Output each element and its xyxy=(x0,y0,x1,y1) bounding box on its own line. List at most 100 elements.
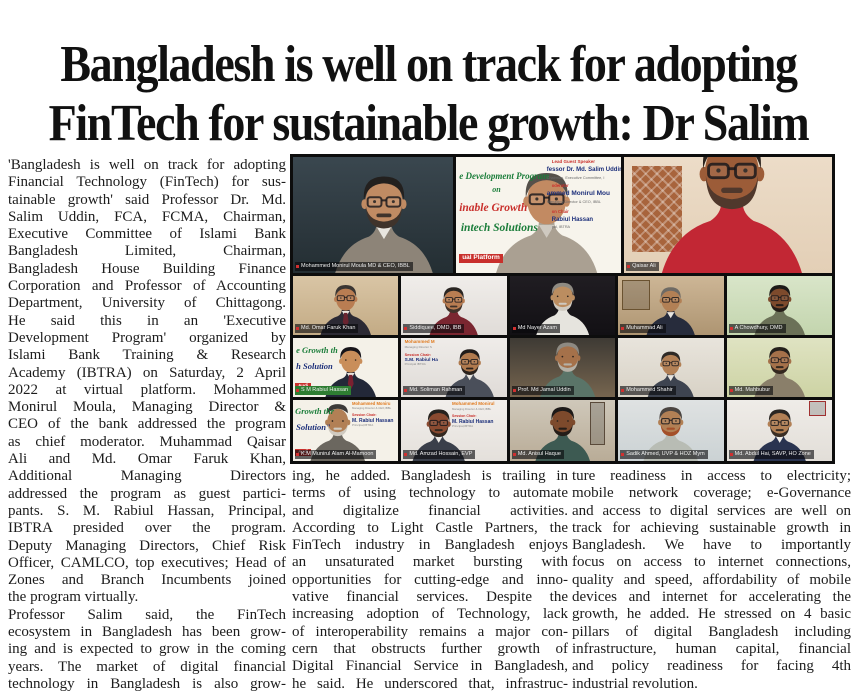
participant-name-label: Md. Abdul Hai, SAVP, HO Zone xyxy=(728,450,814,459)
article-line: Deputy Managing Directors, Chief Risk xyxy=(8,537,286,554)
article-line: Islami Bank Training & Research xyxy=(8,347,286,364)
photo-banner-text: Growth thr xyxy=(295,406,335,417)
article-line: growth, he added. He stressed on 4 basic xyxy=(572,606,851,623)
article-line: 'Bangladesh is well on track for adoptin… xyxy=(8,157,286,173)
participant-name-label: Siddiquee, DMD, IBB xyxy=(403,324,465,333)
photo-banner-text: Managing Director & CEO, IBBL xyxy=(546,199,602,204)
article-line: Officer, CAMLCO, top executives; Head of xyxy=(8,554,286,571)
tile-green-room: A Chowdhury, DMD xyxy=(726,276,833,335)
article-line: an unsaturated market bursting with xyxy=(292,554,568,571)
photo-banner-text: h Solution xyxy=(296,360,333,371)
photo-banner-text: on xyxy=(492,185,501,194)
participant-name-label: Md Nayer Azam xyxy=(511,324,560,333)
tile-white-beard-car: Md Nayer Azam xyxy=(509,276,616,335)
participant-name-label: Md. Amzad Hossain, EVP xyxy=(403,450,476,459)
tile-omar-faruk: Md. Omar Faruk Khan xyxy=(293,276,399,335)
photo-banner-text: Session Chair: xyxy=(452,413,477,418)
photo-banner-text: Principal,IBTRA xyxy=(452,424,474,428)
photo-banner-text: Mohammed M xyxy=(404,339,435,345)
article-line: terms of using technology to automate xyxy=(292,485,568,502)
article-line: focus on access to internet connections, xyxy=(572,554,851,571)
photo-row: Md. Omar Faruk Khan Siddiquee, DMD, IBB M… xyxy=(293,276,833,335)
person-avatar xyxy=(335,176,433,273)
article-line: addressed the program as guest partici- xyxy=(8,485,286,502)
photo-banner-text: Rabiul Hassan xyxy=(551,217,594,224)
article-line: ture readiness in access to electricity; xyxy=(572,468,851,484)
article-line: 2022 at virtual platform. Mohammed xyxy=(8,381,286,398)
tile-navy-vest: Md. Abdul Hai, SAVP, HO Zone xyxy=(726,400,833,461)
person-avatar xyxy=(647,351,694,397)
headline-line-2: FinTech for sustainable growth: Dr Salim xyxy=(48,92,810,152)
lattice-decoration xyxy=(632,166,683,253)
photo-banner-text: Audi xyxy=(295,382,312,390)
tile-banner-speaker: e Growth th h Solution Audi S M Rabiul Hass… xyxy=(293,338,399,397)
participant-name-label: S M Rabiul Hassan xyxy=(295,386,352,395)
article-line: technology in Bangladesh is also grow- xyxy=(8,675,286,692)
article-line: Bangladesh. We have to importantly xyxy=(572,537,851,554)
article-line: Professor Salim said, the FinTech xyxy=(8,606,286,623)
participant-name-label: K.M Munirul Alam Al-Mamoon xyxy=(295,450,377,459)
article-line: Financial Technology (FinTech) for sus- xyxy=(8,174,286,191)
article-line: industrial revolution. xyxy=(572,675,698,692)
photo-banner-text: on Chair xyxy=(551,209,569,215)
article-line: increasing adoption of Technology, lack xyxy=(292,606,568,623)
photo-banner-text: M. Rabiul Hassan xyxy=(352,417,394,424)
photo-banner-text: Principal,IBTRA xyxy=(352,423,374,428)
conference-photo: Mohammed Monirul Moula MD & CEO, IBBL e … xyxy=(290,154,835,464)
tile-red-shirt: Qaisar Ali xyxy=(624,157,833,273)
article-line: According to Light Castle Partners, the xyxy=(292,519,568,536)
article-line: Development Program' organized by xyxy=(8,329,286,346)
article-line: ecosystem in Bangladesh has been grow- xyxy=(8,624,286,641)
participant-name-label: Muhammad Ali xyxy=(620,324,666,333)
article-line: the program virtually. xyxy=(8,589,139,606)
participant-name-label: Mohammed Shahir xyxy=(620,386,676,395)
article-line: Digital Financial Service in Bangladesh, xyxy=(292,658,568,675)
participant-name-label: Sadik Ahmed, UVP & HOZ Mym xyxy=(620,450,708,459)
article-line: tainable growth' said Professor Dr. Md. xyxy=(8,191,286,208)
tile-yellow-green: Md. Mahbubur xyxy=(726,338,833,397)
article-line: FinTech industry in Bangladesh enjoys xyxy=(292,537,568,554)
article-line: infrastructure, human capital, financial xyxy=(572,640,851,657)
photo-banner-text: M. Rabiul Hassan xyxy=(452,418,494,425)
photo-banner-text: ammed Monirul Mou xyxy=(546,189,610,197)
article-line: as chief moderator. Muhammad Qaisar xyxy=(8,433,286,450)
photo-row: Mohammed Monirul Moula MD & CEO, IBBL e … xyxy=(293,157,833,273)
article-line: Salim Uddin, FCA, FCMA, Chairman, xyxy=(8,208,286,225)
article-line: and access to digital services are well … xyxy=(572,502,851,519)
article-line: Monirul Moula, Managing Director & xyxy=(8,399,286,416)
frame-decoration xyxy=(808,401,826,416)
photo-banner-text: Solution" xyxy=(296,422,331,433)
photo-banner-text: intech Solutions xyxy=(460,221,538,234)
article-line: He said this in an 'Executive xyxy=(8,312,286,329)
article-line: mobile network coverage; e-Governance xyxy=(572,485,851,502)
photo-banner-text: S.M. Rabiul Ha xyxy=(404,358,438,364)
article-line: pillars of digital Bangladesh including xyxy=(572,623,851,640)
article-line: Ali and Md. Omar Faruk Khan, xyxy=(8,451,286,468)
tile-amzad: Mohammed Monirul Managing Director & CEO,… xyxy=(401,400,507,461)
article-column-right: ture readiness in access to electricity;… xyxy=(572,468,851,693)
participant-name-label: Mohammed Monirul Moula MD & CEO, IBBL xyxy=(295,262,413,271)
headline-line-1: Bangladesh is well on track for adopting xyxy=(60,33,798,92)
article-line: of interoperability remains a major con- xyxy=(292,623,568,640)
tile-teal-shirt: Md. Anisul Haque xyxy=(509,400,616,461)
photo-banner-text: ual Platform xyxy=(459,254,503,264)
article-line: Department, University of Chittagong. xyxy=(8,295,286,312)
article-line: devices and internet for accelerating th… xyxy=(572,589,851,606)
photo-banner-text: Session Chair: xyxy=(404,353,432,358)
article-line: vative financial services. Despite the xyxy=(292,589,568,606)
article-line: quality and speed, affordability of mobi… xyxy=(572,571,851,588)
participant-name-label: Qaisar Ali xyxy=(626,262,659,271)
tile-henna-beard: Sadik Ahmed, UVP & HOZ Mym xyxy=(618,400,724,461)
tile-grey-mustache: Muhammad Ali xyxy=(618,276,724,335)
tile-home-office: Mohammed Shahir xyxy=(618,338,724,397)
article-column-left: 'Bangladesh is well on track for adoptin… xyxy=(8,157,286,693)
tile-salim-banner: e Development Program on inable Growth inte… xyxy=(455,157,622,273)
tile-maroon-shirt: Siddiquee, DMD, IBB xyxy=(401,276,507,335)
frame-decoration xyxy=(622,279,650,311)
photo-banner-text: Session Chair: xyxy=(352,413,377,418)
participant-name-label: Prof. Md Jamal Uddin xyxy=(511,386,574,395)
frame-decoration xyxy=(589,402,605,446)
tile-moula: Mohammed Monirul Moula MD & CEO, IBBL xyxy=(293,157,453,273)
participant-name-label: Md. Soliman Rahman xyxy=(403,386,466,395)
